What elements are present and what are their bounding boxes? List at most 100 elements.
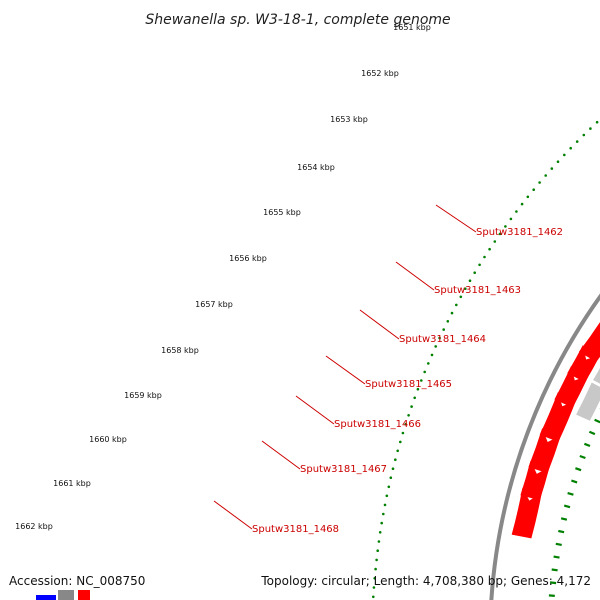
cds-feature <box>539 392 576 442</box>
outer-ring-dot <box>372 595 375 599</box>
red-feature-mark <box>78 590 90 600</box>
kbp-tick-label: 1652 kbp <box>361 69 399 78</box>
kbp-tick-labels: 1651 kbp 1652 kbp 1653 kbp 1654 kbp 1655… <box>15 23 431 531</box>
cds-track <box>511 322 600 539</box>
gene-label[interactable]: Sputw3181_1462 <box>476 227 563 238</box>
outer-ring-dot <box>404 422 408 426</box>
outer-ring-dot <box>416 387 420 391</box>
inner-ring-tick <box>555 542 562 546</box>
outer-ring-dot <box>569 146 572 150</box>
kbp-tick-label: 1659 kbp <box>124 391 162 400</box>
outer-ring-dot <box>556 160 560 163</box>
outer-ring-dot <box>450 311 454 315</box>
kbp-tick-label: 1653 kbp <box>330 115 368 124</box>
leader-line <box>359 309 400 340</box>
kbp-tick-label: 1654 kbp <box>297 163 335 172</box>
kbp-tick-label: 1656 kbp <box>229 254 267 263</box>
outer-ring-dot <box>488 247 491 251</box>
gene-label[interactable]: Sputw3181_1467 <box>300 464 387 475</box>
inner-ring-tick <box>551 568 558 572</box>
cds-feature <box>511 487 542 539</box>
outer-ring-dot <box>430 353 434 357</box>
gene-labels: Sputw3181_1462 Sputw3181_1463 Sputw3181_… <box>252 227 563 535</box>
outer-ring-dot <box>387 485 391 489</box>
outer-ring-dot <box>389 476 393 480</box>
outer-ring-dot <box>455 303 458 307</box>
outer-ring-dot <box>498 232 502 236</box>
inner-ring-tick <box>575 467 582 472</box>
outer-ring-dot <box>427 362 430 365</box>
outer-ring-dot <box>589 127 592 130</box>
outer-ring-dot <box>373 577 377 580</box>
gene-feature <box>576 382 600 421</box>
outer-ring-dot <box>423 370 427 374</box>
outer-ring-dot <box>378 531 382 534</box>
gene-label[interactable]: Sputw3181_1465 <box>365 379 452 390</box>
leader-line <box>295 395 335 425</box>
outer-ring-dot <box>459 295 463 299</box>
kbp-tick-label: 1662 kbp <box>15 522 53 531</box>
outer-dotted-ring <box>372 120 599 599</box>
inner-ring-tick <box>560 517 568 521</box>
outer-ring-dot <box>446 320 450 323</box>
inner-ring-tick <box>553 555 560 559</box>
outer-ring-dot <box>575 140 579 143</box>
outer-ring-dot <box>504 225 507 228</box>
gene-label[interactable]: Sputw3181_1463 <box>434 285 521 296</box>
cds-feature <box>554 365 589 408</box>
kbp-tick-label: 1658 kbp <box>161 346 199 355</box>
outer-ring-dot <box>520 202 524 206</box>
outer-ring-dot <box>396 449 400 453</box>
outer-ring-dot <box>515 210 518 213</box>
outer-ring-dot <box>550 167 554 170</box>
outer-ring-dot <box>582 133 586 137</box>
gene-label-leaders <box>213 204 477 530</box>
outer-ring-dot <box>391 467 395 471</box>
cds-feature <box>520 460 550 501</box>
outer-ring-dot <box>442 328 446 331</box>
inner-ring-tick <box>579 454 586 460</box>
genome-summary-text: Topology: circular; Length: 4,708,380 bp… <box>261 574 591 588</box>
cds-feature <box>528 428 561 474</box>
inner-ring-tick <box>571 479 578 484</box>
outer-ring-dot <box>493 240 497 243</box>
inner-dotted-ring <box>548 408 600 597</box>
map-title: Shewanella sp. W3-18-1, complete genome <box>145 12 450 28</box>
leader-line <box>435 204 477 233</box>
outer-ring-dot <box>483 255 486 259</box>
corner-feature-marks <box>36 590 90 600</box>
gene-track <box>576 367 600 421</box>
gene-label[interactable]: Sputw3181_1464 <box>399 334 486 345</box>
gene-label[interactable]: Sputw3181_1468 <box>252 524 339 535</box>
kbp-tick-label: 1660 kbp <box>89 435 127 444</box>
outer-ring-dot <box>407 414 410 417</box>
leader-line <box>213 500 253 530</box>
gene-feature <box>593 367 600 384</box>
outer-ring-dot <box>372 586 376 589</box>
outer-ring-dot <box>473 271 477 275</box>
outer-ring-dot <box>595 120 599 124</box>
leader-line <box>395 261 435 291</box>
gene-label[interactable]: Sputw3181_1466 <box>334 419 421 430</box>
outer-ring-dot <box>394 458 397 462</box>
leader-line <box>261 440 301 470</box>
outer-ring-dot <box>376 549 380 552</box>
inner-ring-tick <box>549 581 557 585</box>
inner-ring-tick <box>567 492 574 496</box>
accession-text: Accession: NC_008750 <box>9 574 146 588</box>
outer-ring-dot <box>374 567 377 571</box>
outer-ring-dot <box>413 396 417 400</box>
kbp-tick-label: 1651 kbp <box>393 23 431 32</box>
outer-ring-dot <box>399 440 402 444</box>
outer-ring-dot <box>526 195 530 199</box>
outer-ring-dot <box>509 217 513 221</box>
inner-ring-tick <box>563 504 571 509</box>
kbp-tick-label: 1657 kbp <box>195 300 233 309</box>
grey-feature-mark <box>58 590 74 600</box>
inner-ring-tick <box>588 430 596 436</box>
outer-ring-dot <box>420 379 423 382</box>
outer-ring-dot <box>563 153 566 157</box>
outer-ring-dot <box>401 431 405 435</box>
outer-ring-dot <box>532 188 535 191</box>
